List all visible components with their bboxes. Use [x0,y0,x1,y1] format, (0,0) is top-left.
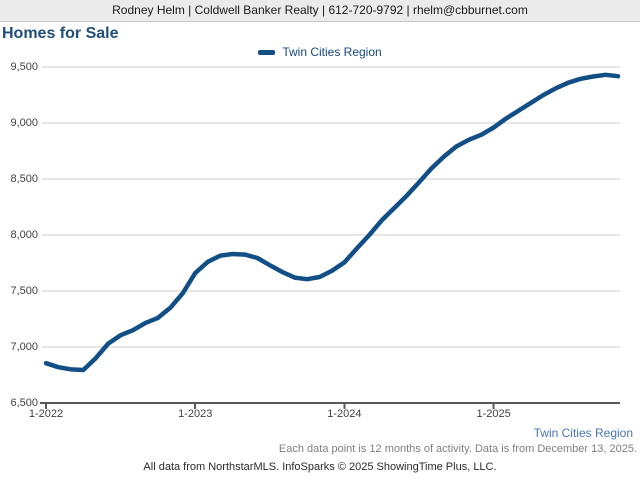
y-axis-tick-label: 9,000 [10,117,38,129]
y-axis-tick-label: 8,000 [10,229,38,241]
x-axis-tick-label: 1-2023 [178,408,213,420]
legend-label: Twin Cities Region [282,45,382,59]
credit-line: All data from NorthstarMLS. InfoSparks ©… [143,461,497,473]
x-axis-tick-label: 1-2025 [476,408,511,420]
x-axis-tick-label: 1-2024 [327,408,362,420]
y-axis-tick-label: 6,500 [10,397,38,409]
chart-legend: Twin Cities Region [0,45,640,59]
x-axis-tick-label: 1-2022 [28,408,64,420]
data-note: Each data point is 12 months of activity… [278,443,637,455]
agent-info-text: Rodney Helm | Coldwell Banker Realty | 6… [112,3,528,17]
y-axis-tick-label: 9,500 [10,61,38,73]
y-axis-tick-label: 7,000 [10,341,38,353]
page-title: Homes for Sale [2,25,119,42]
series-caption: Twin Cities Region [533,426,633,440]
series-swatch-icon [258,49,276,55]
agent-info-bar: Rodney Helm | Coldwell Banker Realty | 6… [0,0,640,22]
y-axis-tick-label: 8,500 [10,173,38,185]
y-axis-tick-label: 7,500 [10,285,38,297]
